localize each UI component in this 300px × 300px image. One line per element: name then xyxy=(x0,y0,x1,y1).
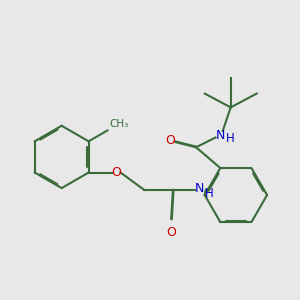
Text: O: O xyxy=(166,226,176,238)
Text: O: O xyxy=(111,166,121,179)
Text: H: H xyxy=(226,132,234,145)
Text: CH₃: CH₃ xyxy=(110,118,129,128)
Text: O: O xyxy=(165,134,175,147)
Text: N: N xyxy=(216,129,225,142)
Text: H: H xyxy=(205,187,214,200)
Text: N: N xyxy=(195,182,204,195)
